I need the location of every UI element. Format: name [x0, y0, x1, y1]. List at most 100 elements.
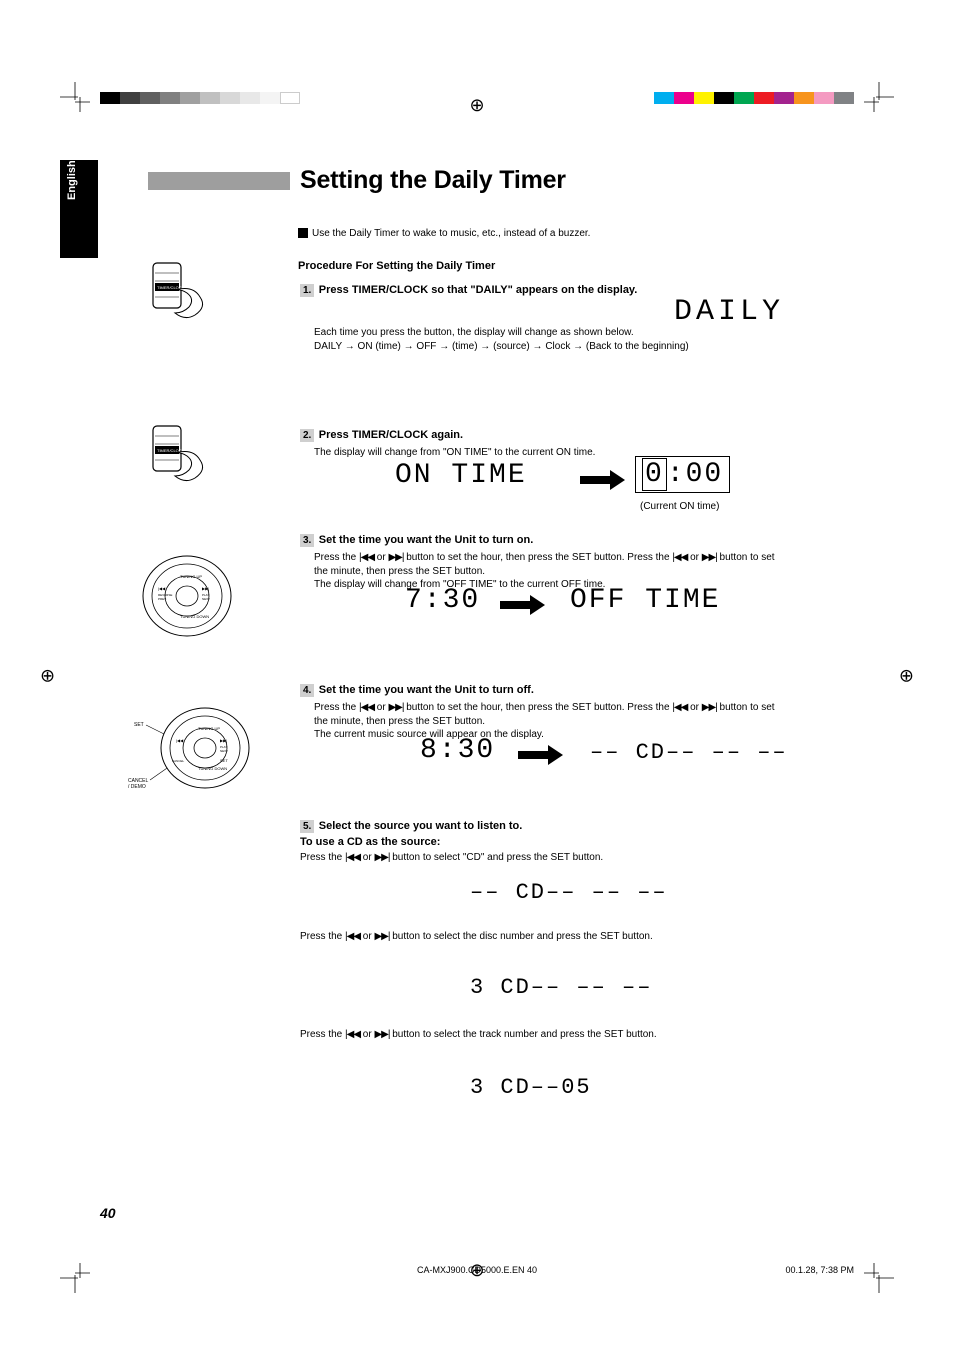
svg-text:TUNING DOWN: TUNING DOWN: [180, 614, 209, 619]
step-3-body-b: or: [374, 552, 388, 563]
lcd-730: 7:30: [405, 585, 480, 616]
lcd-830: 8:30: [420, 735, 495, 766]
step-1-bold: Press TIMER/CLOCK so that "DAILY" appear…: [319, 284, 638, 296]
svg-text:PREV.: PREV.: [158, 597, 167, 601]
step-5-subhead: To use a CD as the source:: [300, 836, 790, 848]
colorbar-right: [654, 92, 854, 104]
next-icon: ▶▶|: [388, 702, 403, 713]
registration-mark-top: ⊕: [469, 95, 484, 116]
step-5-line1-c: button to select "CD" and press the SET …: [389, 852, 603, 863]
step-5-line3: Press the |◀◀ or ▶▶| button to select th…: [300, 1028, 790, 1042]
svg-text:|◀◀: |◀◀: [158, 586, 166, 591]
next-icon: ▶▶|: [374, 852, 389, 863]
colorbar-left: [100, 92, 300, 104]
next-icon: ▶▶|: [374, 931, 389, 942]
step-4-body-c: button to set the hour, then press the S…: [403, 702, 672, 713]
page-title: Setting the Daily Timer: [300, 166, 566, 195]
svg-text:CANCEL: CANCEL: [172, 759, 185, 763]
prev-icon: |◀◀: [672, 552, 687, 563]
svg-text:SET: SET: [220, 758, 228, 763]
step-5-num: 5.: [300, 820, 314, 833]
step-4-body-b: or: [374, 702, 388, 713]
prev-icon: |◀◀: [345, 1029, 360, 1040]
step-2: 2. Press TIMER/CLOCK again. The display …: [300, 425, 790, 460]
svg-text:▶▶|: ▶▶|: [220, 738, 227, 743]
step-5-line2-a: Press the: [300, 931, 345, 942]
svg-text:▶▶|: ▶▶|: [202, 586, 209, 591]
next-icon: ▶▶|: [374, 1029, 389, 1040]
step-2-note: (Current ON time): [640, 500, 719, 514]
step-3-num: 3.: [300, 534, 314, 547]
step-5-bold: Select the source you want to listen to.: [319, 820, 523, 832]
step-5-line2-b: or: [360, 931, 374, 942]
footer-date: 00.1.28, 7:38 PM: [785, 1265, 854, 1275]
crop-mark-tr: [864, 82, 894, 112]
next-icon: ▶▶|: [702, 552, 717, 563]
step-4: 4. Set the time you want the Unit to tur…: [300, 680, 790, 742]
step-4-body-a: Press the: [314, 702, 359, 713]
svg-text:|◀◀: |◀◀: [176, 738, 184, 743]
heading-gray-bar: [148, 172, 290, 190]
step-3: 3. Set the time you want the Unit to tur…: [300, 530, 790, 592]
prev-icon: |◀◀: [359, 702, 374, 713]
svg-text:NEXT: NEXT: [220, 749, 228, 753]
prev-icon: |◀◀: [672, 702, 687, 713]
step-5-line3-b: or: [360, 1029, 374, 1040]
crop-mark-bl: [60, 1263, 90, 1293]
step-2-bold: Press TIMER/CLOCK again.: [319, 429, 463, 441]
lcd-on-time-box: 0:00: [635, 456, 730, 493]
step-5: 5. Select the source you want to listen …: [300, 816, 790, 865]
illus-timer-clock-1: TIMER/CLOCK: [145, 255, 225, 340]
step-5-line2: Press the |◀◀ or ▶▶| button to select th…: [300, 930, 790, 944]
svg-text:NEXT: NEXT: [202, 597, 210, 601]
svg-text:TUNING DOWN: TUNING DOWN: [198, 766, 227, 771]
step-1-num: 1.: [300, 284, 314, 297]
svg-text:SET: SET: [134, 722, 144, 728]
lcd-cd-2: 3 CD–– –– ––: [470, 975, 652, 1000]
illus-jog-1: TUNING UP TUNING DOWN ▶▶| PLAY NEXT |◀◀ …: [140, 548, 235, 648]
step-4-body-d: or: [687, 702, 701, 713]
lcd-off-time: OFF TIME: [570, 585, 720, 616]
step-4-bold: Set the time you want the Unit to turn o…: [319, 684, 534, 696]
step-1-seq-prefix: Each time you press the button, the disp…: [314, 326, 784, 340]
footer-filename: CA-MXJ900.CD5000.E.EN 40: [417, 1265, 537, 1275]
svg-text:TUNING UP: TUNING UP: [198, 726, 220, 731]
step-4-num: 4.: [300, 684, 314, 697]
page-number: 40: [100, 1205, 116, 1221]
lcd-daily: DAILY: [674, 295, 784, 329]
lcd-cd-1: –– CD–– –– ––: [470, 880, 668, 905]
step-5-line3-a: Press the: [300, 1029, 345, 1040]
registration-mark-left: ⊕: [40, 665, 55, 686]
arrow-icon-3: [500, 595, 545, 620]
prev-icon: |◀◀: [359, 552, 374, 563]
next-icon: ▶▶|: [702, 702, 717, 713]
lcd-cd-blank: –– CD–– –– ––: [590, 740, 788, 765]
step-3-body-d: or: [687, 552, 701, 563]
prev-icon: |◀◀: [345, 931, 360, 942]
step-5-line1-b: or: [360, 852, 374, 863]
step-3-bold: Set the time you want the Unit to turn o…: [319, 534, 534, 546]
step-5-line2-c: button to select the disc number and pre…: [389, 931, 652, 942]
step-2-num: 2.: [300, 429, 314, 442]
language-label: English: [66, 160, 78, 200]
procedure-title: Procedure For Setting the Daily Timer: [298, 260, 495, 272]
arrow-icon-2: [580, 470, 625, 495]
bullet-square: [298, 228, 308, 238]
step-3-body-c: button to set the hour, then press the S…: [403, 552, 672, 563]
crop-mark-tl: [60, 82, 90, 112]
lcd-on-time: ON TIME: [395, 460, 527, 491]
step-5-line1-a: Press the: [300, 852, 345, 863]
next-icon: ▶▶|: [388, 552, 403, 563]
registration-mark-right: ⊕: [899, 665, 914, 686]
lcd-cd-3: 3 CD––05: [470, 1075, 592, 1100]
svg-text:TUNING UP: TUNING UP: [180, 574, 202, 579]
lcd-current-on-time: 0:00: [642, 458, 723, 491]
crop-mark-br: [864, 1263, 894, 1293]
arrow-icon-4: [518, 745, 563, 770]
svg-text:/ DEMO: / DEMO: [128, 784, 146, 790]
step-5-line3-c: button to select the track number and pr…: [389, 1029, 656, 1040]
illus-jog-2: SET CANCEL / DEMO TUNING UP TUNING DOWN …: [128, 690, 258, 805]
illus-timer-clock-2: TIMER/CLOCK: [145, 418, 225, 503]
step-1-seq: DAILY → ON (time) → OFF → (time) → (sour…: [314, 340, 784, 354]
prev-icon: |◀◀: [345, 852, 360, 863]
